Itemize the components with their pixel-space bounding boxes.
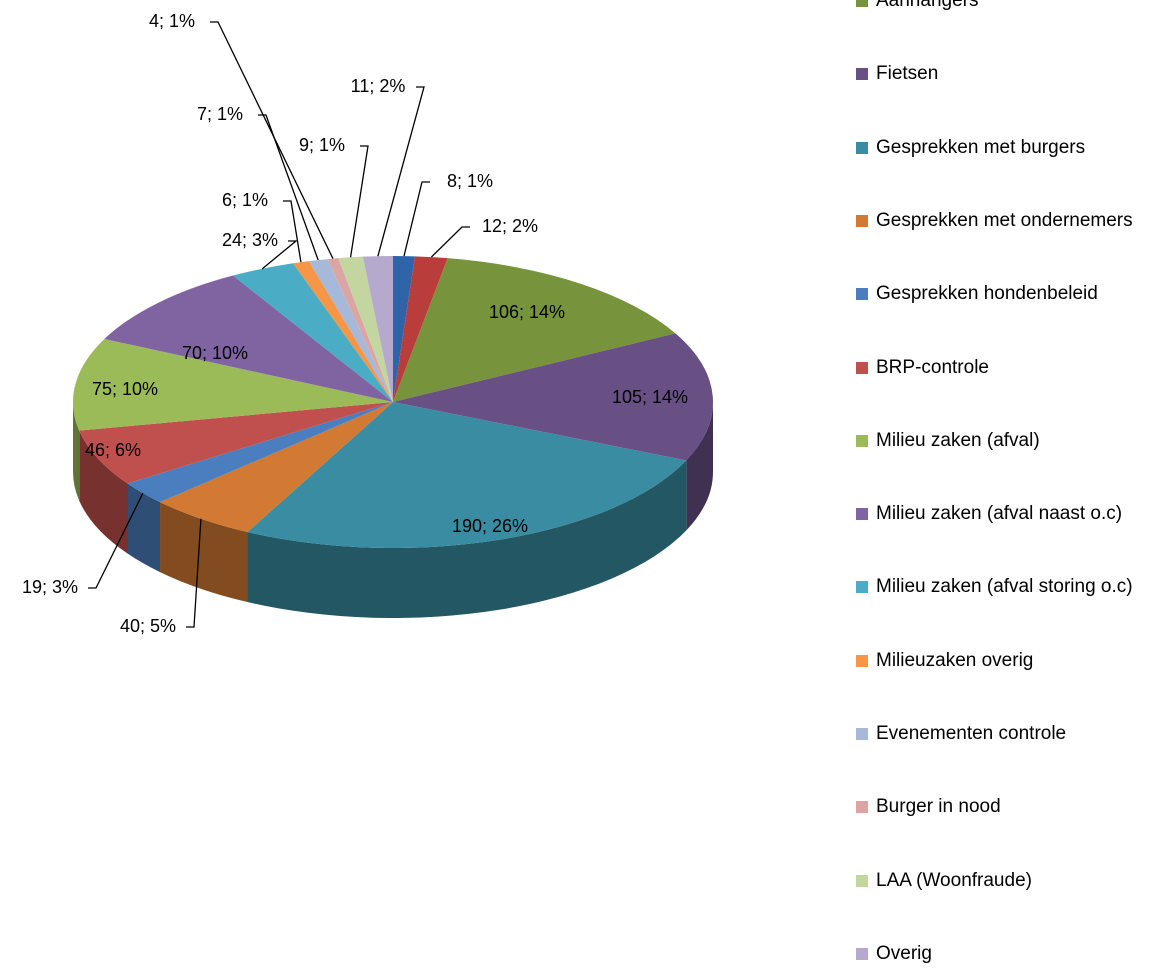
legend-label: Evenementen controle (876, 723, 1067, 744)
legend-swatch (856, 801, 868, 814)
slice-side (686, 402, 713, 531)
leader-line (349, 145, 369, 258)
legend-entry: Milieu zaken (afval storing o.c) (856, 572, 1166, 602)
slice (393, 256, 448, 402)
data-label: 7; 1% (197, 104, 243, 124)
legend-label: Gesprekken hondenbeleid (876, 283, 1098, 305)
legend-swatch (856, 874, 868, 887)
legend-label: Overig (876, 942, 932, 964)
data-label: 4; 1% (149, 11, 195, 31)
slice-side (247, 460, 687, 618)
legend-label: Milieu zaken (afval naast o.c) (876, 503, 1123, 525)
legend-entry: Gesprekken met burgers (856, 133, 1166, 163)
slice (362, 256, 393, 402)
data-label: 75; 10% (92, 379, 158, 399)
leader-line (377, 86, 425, 257)
legend-label: Gesprekken met burgers (876, 136, 1086, 158)
slice (73, 338, 394, 431)
legend-entry: Gesprekken met ondernemers (856, 206, 1166, 236)
legend-entry: Burger in nood (856, 792, 1166, 822)
slice-side (160, 502, 248, 603)
leader-line (430, 226, 470, 258)
legend-swatch (856, 288, 868, 301)
slice (327, 258, 393, 402)
legend-entry: Gesprekken hondenbeleid (856, 279, 1166, 309)
legend-swatch (856, 361, 868, 374)
legend-entry: Milieuzaken overig (856, 646, 1166, 676)
slice (393, 258, 676, 402)
leader-line (403, 181, 430, 257)
slice (127, 402, 393, 503)
data-label: 11; 2% (351, 76, 406, 96)
pie-chart: 8; 1% 12; 2% 106; 14% 105; 14% 190; 26% 40; 5… (22, 11, 713, 636)
legend-entry: BRP-controle (856, 353, 1166, 383)
slice (308, 259, 393, 402)
data-label: 105; 14% (612, 387, 688, 407)
legend-entry: Aanhangers (856, 0, 1166, 16)
data-label: 24; 3% (222, 230, 278, 250)
leader-line (261, 240, 298, 270)
legend-swatch (856, 654, 868, 667)
legend-entry: Evenementen controle (856, 719, 1166, 749)
legend-swatch (856, 0, 868, 7)
legend-swatch (856, 141, 868, 154)
data-label: 8; 1% (447, 171, 493, 191)
data-label: 6; 1% (222, 190, 268, 210)
data-label: 12; 2% (482, 216, 538, 236)
data-label: 19; 3% (22, 577, 78, 597)
slice (393, 256, 415, 402)
legend-entry: Milieu zaken (afval naast o.c) (856, 499, 1166, 529)
slice (79, 402, 393, 484)
data-label: 190; 26% (452, 516, 528, 536)
legend-swatch (856, 581, 868, 594)
legend-swatch (856, 214, 868, 227)
slice-side (127, 483, 161, 573)
slice-side (79, 430, 128, 554)
data-label: 9; 1% (299, 135, 345, 155)
slice (247, 402, 687, 548)
legend-swatch (856, 728, 868, 740)
leader-line (258, 114, 319, 261)
legend-label: Fietsen (876, 63, 939, 85)
slice (233, 263, 393, 402)
legend-entry: Fietsen (856, 59, 1166, 89)
data-label: 40; 5% (120, 616, 176, 636)
leader-line (186, 518, 202, 628)
data-label: 70; 10% (182, 343, 248, 363)
legend-entry: Overig (856, 939, 1166, 969)
legend-label: Aanhangers (876, 0, 979, 11)
slice (293, 261, 393, 402)
legend-entry: Milieu zaken (afval) (856, 426, 1166, 456)
leader-line (88, 492, 144, 589)
slice (393, 333, 713, 461)
legend-label: Milieu zaken (afval) (876, 429, 1040, 451)
legend-label: LAA (Woonfraude) (876, 869, 1032, 891)
leader-line (210, 21, 334, 259)
legend-label: BRP-controle (876, 356, 989, 378)
legend-swatch (856, 434, 868, 447)
slice (338, 256, 393, 402)
legend-swatch (856, 68, 868, 81)
slice (104, 275, 393, 402)
slice (160, 402, 393, 533)
legend-entry: LAA (Woonfraude) (856, 866, 1166, 896)
legend-swatch (856, 947, 868, 960)
data-label: 106; 14% (489, 302, 565, 322)
legend-swatch (856, 508, 868, 521)
legend-label: Burger in nood (876, 796, 1001, 818)
slice-side (73, 402, 80, 501)
legend-label: Milieuzaken overig (876, 649, 1034, 671)
leader-line (283, 200, 302, 263)
data-label: 46; 6% (85, 440, 141, 460)
legend-label: Milieu zaken (afval storing o.c) (876, 576, 1133, 598)
legend-label: Gesprekken met ondernemers (876, 209, 1133, 231)
